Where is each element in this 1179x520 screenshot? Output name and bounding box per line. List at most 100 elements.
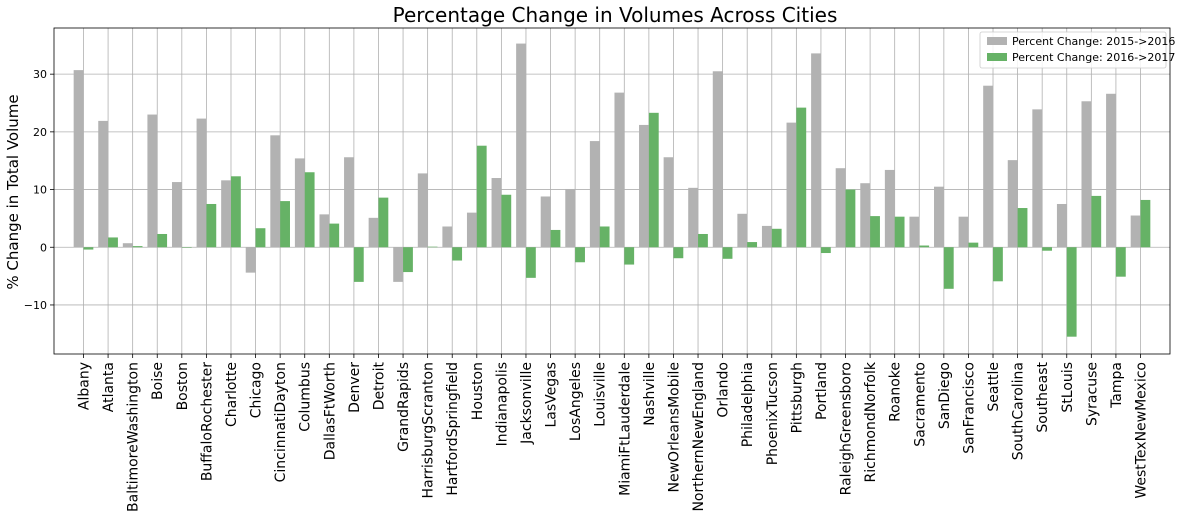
bar-2016-2017-miamiftlauderdale	[624, 247, 635, 265]
bar-2015-2016-chicago	[245, 247, 256, 273]
x-tick-label: PhoenixTucson	[765, 362, 781, 465]
x-tick-label: LasVegas	[544, 362, 560, 428]
bar-2016-2017-southcarolina	[1017, 208, 1028, 248]
x-tick-label: Atlanta	[101, 362, 117, 412]
x-tick-label: HarrisburgScranton	[421, 362, 437, 498]
bar-2016-2017-buffalorochester	[206, 203, 217, 248]
bar-2015-2016-phoenixtucson	[761, 225, 772, 248]
bar-2016-2017-seattle	[993, 247, 1003, 282]
bar-2016-2017-detroit	[378, 197, 389, 248]
x-tick-label: Denver	[347, 362, 363, 413]
x-tick-label: CincinnatiDayton	[273, 362, 289, 482]
bar-2015-2016-portland	[811, 53, 821, 248]
x-tick-label: NewOrleansMobile	[666, 362, 682, 492]
bar-2015-2016-cincinnatidayton	[270, 135, 281, 248]
bar-2015-2016-jacksonville	[516, 43, 526, 248]
bar-2016-2017-philadelphia	[747, 242, 758, 248]
bar-2015-2016-pittsburgh	[786, 122, 797, 248]
x-tick-label: Louisville	[593, 362, 609, 427]
bar-2015-2016-southcarolina	[1007, 160, 1018, 248]
bar-2015-2016-harrisburgscranton	[417, 173, 428, 248]
x-tick-label: Sacramento	[912, 362, 928, 447]
bar-2016-2017-louisville	[599, 226, 610, 248]
x-tick-label: Boise	[150, 362, 166, 400]
x-tick-label: Jacksonville	[519, 362, 535, 445]
bar-2015-2016-sandiego	[934, 186, 944, 248]
bar-2016-2017-boston	[181, 247, 192, 248]
bar-2016-2017-dallasftworth	[329, 223, 340, 248]
bar-2015-2016-sanfrancisco	[958, 216, 969, 248]
y-tick-label: 20	[33, 126, 47, 139]
x-tick-label: LosAngeles	[568, 362, 584, 441]
bar-2016-2017-cincinnatidayton	[280, 201, 290, 248]
x-tick-label: Indianapolis	[494, 362, 510, 446]
bar-2016-2017-raleighgreensboro	[845, 189, 856, 248]
legend-label-2015-2016: Percent Change: 2015->2016	[1012, 35, 1175, 48]
bar-2015-2016-westtexnewmexico	[1130, 215, 1141, 248]
y-ticks: −10 0 10 20 30	[24, 68, 54, 312]
bar-2016-2017-charlotte	[230, 176, 241, 248]
bar-2016-2017-stlouis	[1066, 247, 1077, 337]
legend-label-2016-2017: Percent Change: 2016->2017	[1012, 51, 1175, 64]
bar-2016-2017-orlando	[722, 247, 733, 259]
x-tick-label: Southeast	[1035, 361, 1051, 432]
bar-2015-2016-losangeles	[565, 188, 576, 248]
y-tick-label: 10	[33, 184, 47, 197]
bar-2016-2017-lasvegas	[550, 229, 561, 248]
bar-2015-2016-richmondnorfolk	[860, 183, 871, 248]
x-tick-label: Portland	[814, 362, 830, 420]
bar-2015-2016-albany	[73, 70, 84, 248]
bar-2015-2016-hartfordspringfield	[442, 226, 453, 248]
bar-2016-2017-losangeles	[575, 247, 585, 263]
bar-2016-2017-neworleansmobile	[673, 247, 684, 259]
legend: Percent Change: 2015->2016 Percent Chang…	[979, 31, 1175, 69]
bar-2016-2017-southeast	[1042, 247, 1053, 251]
x-tick-label: Detroit	[371, 361, 387, 410]
x-tick-label: MiamiFtLauderdale	[617, 362, 633, 496]
bar-2015-2016-roanoke	[884, 169, 895, 248]
y-tick-label: 30	[33, 68, 47, 81]
x-tick-label: Columbus	[298, 362, 314, 432]
x-tick-label: SanDiego	[937, 362, 953, 429]
bar-2016-2017-chicago	[255, 228, 266, 248]
bar-2016-2017-phoenixtucson	[771, 228, 782, 248]
bar-2016-2017-harrisburgscranton	[427, 246, 438, 248]
bar-2016-2017-atlanta	[108, 237, 118, 248]
x-tick-label: Charlotte	[224, 362, 240, 427]
x-tick-label: Chicago	[249, 362, 265, 418]
bar-2016-2017-tampa	[1115, 247, 1126, 277]
x-tick-label: GrandRapids	[396, 362, 412, 452]
x-tick-label: Boston	[175, 362, 191, 410]
x-tick-label: BaltimoreWashington	[126, 362, 142, 512]
bar-2015-2016-stlouis	[1056, 203, 1067, 248]
bar-2016-2017-jacksonville	[525, 247, 536, 278]
bar-2015-2016-philadelphia	[737, 213, 748, 248]
y-tick-label: 0	[40, 241, 47, 254]
bar-2015-2016-nashville	[639, 124, 649, 248]
bar-2016-2017-indianapolis	[501, 194, 512, 248]
bar-2015-2016-raleighgreensboro	[835, 168, 846, 248]
y-tick-label: −10	[24, 299, 47, 312]
x-tick-label: Nashville	[642, 362, 658, 426]
bar-2016-2017-hartfordspringfield	[452, 247, 463, 261]
x-tick-label: Orlando	[716, 362, 732, 418]
x-tick-label: Seattle	[986, 362, 1002, 412]
bar-2015-2016-detroit	[368, 217, 379, 248]
x-ticks: Albany Atlanta BaltimoreWashington Boise Bos…	[76, 354, 1150, 512]
bar-2015-2016-buffalorochester	[196, 118, 207, 248]
bar-2015-2016-denver	[344, 157, 354, 248]
bar-2016-2017-richmondnorfolk	[870, 216, 880, 248]
bar-2015-2016-charlotte	[221, 180, 231, 248]
bar-2016-2017-denver	[353, 247, 364, 282]
bar-2015-2016-miamiftlauderdale	[614, 92, 625, 248]
x-tick-label: SouthCarolina	[1011, 362, 1027, 460]
plot-frame	[53, 27, 1171, 355]
bar-2016-2017-northernnewengland	[698, 233, 708, 248]
x-tick-label: Roanoke	[888, 362, 904, 422]
x-tick-label: WestTexNewMexico	[1134, 362, 1150, 499]
bar-2016-2017-houston	[476, 145, 487, 248]
bar-2015-2016-southeast	[1032, 109, 1043, 248]
bar-2015-2016-boston	[171, 182, 182, 248]
